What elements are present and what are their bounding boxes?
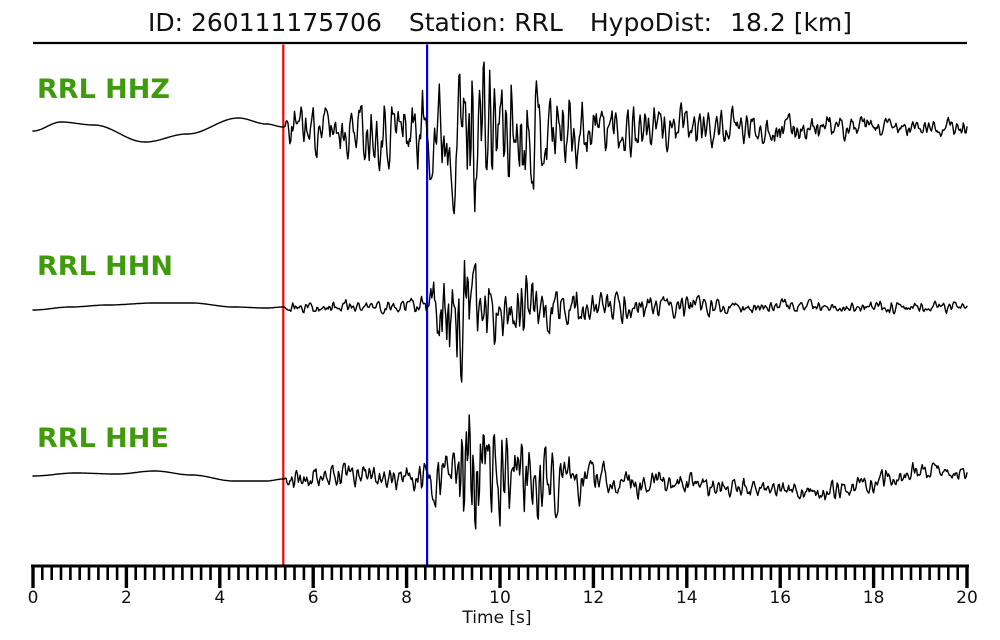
hypodist-value: 18.2 [km]	[730, 8, 853, 37]
x-axis-title: Time [s]	[461, 608, 531, 628]
id-value: 260111175706	[191, 8, 382, 37]
station-label: Station:	[408, 8, 507, 37]
x-tick-label: 16	[769, 588, 791, 608]
hypodist-label: HypoDist:	[589, 8, 713, 37]
title-part-hypodist: HypoDist: 18.2 [km]	[590, 8, 852, 37]
trace-label-hhn: RRL HHN	[37, 251, 173, 282]
trace-label-hhe: RRL HHE	[37, 423, 169, 454]
trace-label-hhz: RRL HHZ	[37, 74, 170, 105]
title-part-station: Station: RRL	[409, 8, 563, 37]
x-tick-label: 4	[214, 588, 225, 608]
x-axis-ticks	[31, 567, 969, 588]
x-tick-label: 6	[308, 588, 319, 608]
x-tick-label: 12	[583, 588, 605, 608]
id-label: ID:	[147, 8, 183, 37]
x-tick-label: 8	[401, 588, 412, 608]
x-tick-label: 0	[28, 588, 39, 608]
x-tick-label: 2	[121, 588, 132, 608]
x-axis-tick-labels: 0 2 4 6 8 10 12 14 16 18 20	[28, 588, 978, 608]
waveform-rrl-hhe	[32, 414, 968, 530]
x-tick-label: 20	[956, 588, 978, 608]
waveform-rrl-hhn	[32, 259, 968, 383]
station-value: RRL	[514, 8, 563, 37]
figure-title: ID: 260111175706 Station: RRL HypoDist: …	[33, 8, 967, 37]
title-part-id: ID: 260111175706	[148, 8, 382, 37]
waveform-rrl-hhz	[32, 61, 968, 215]
x-tick-label: 14	[676, 588, 698, 608]
x-tick-label: 18	[863, 588, 885, 608]
x-tick-label: 10	[489, 588, 511, 608]
waveforms	[32, 61, 968, 530]
